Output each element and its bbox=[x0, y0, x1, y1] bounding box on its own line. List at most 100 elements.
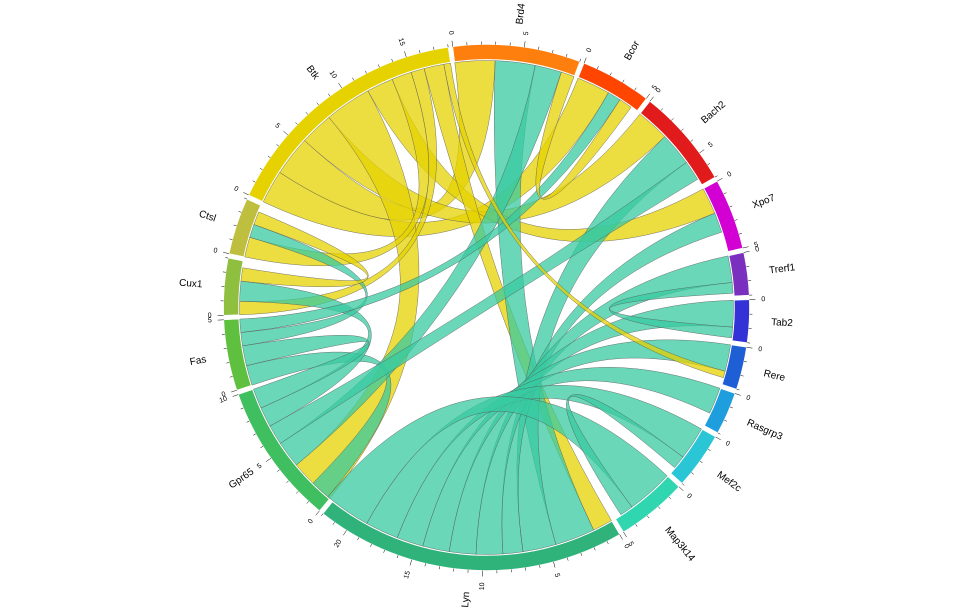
tick-mark bbox=[566, 54, 567, 57]
tick-mark bbox=[620, 534, 623, 539]
tick-mark bbox=[328, 94, 330, 96]
tick-mark bbox=[708, 449, 711, 451]
tick-mark bbox=[635, 88, 637, 90]
tick-mark bbox=[343, 530, 346, 535]
tick-mark bbox=[744, 251, 750, 252]
arc-label-Rasgrp3: Rasgrp3 bbox=[745, 417, 784, 442]
tick-mark bbox=[671, 118, 673, 120]
tick-mark bbox=[623, 80, 625, 83]
tick-mark bbox=[647, 516, 649, 518]
tick-mark bbox=[580, 59, 581, 62]
arc-label-Xpo7: Xpo7 bbox=[751, 192, 777, 211]
tick-mark bbox=[746, 347, 752, 348]
tick-mark bbox=[584, 58, 586, 64]
tick-mark bbox=[253, 181, 256, 182]
tick-label: 0 bbox=[622, 543, 630, 550]
arc-label-Bcor: Bcor bbox=[623, 39, 643, 63]
tick-mark bbox=[321, 514, 323, 516]
tick-mark bbox=[540, 565, 541, 568]
tick-mark bbox=[230, 376, 233, 377]
arc-Tab2 bbox=[732, 300, 749, 343]
tick-label: 5 bbox=[523, 31, 531, 36]
arc-label-Ctsl: Ctsl bbox=[197, 209, 217, 225]
tick-label: 0 bbox=[745, 394, 751, 402]
tick-mark bbox=[452, 41, 453, 47]
tick-mark bbox=[567, 558, 568, 561]
tick-label: 0 bbox=[221, 391, 227, 399]
tick-label: 5 bbox=[273, 122, 281, 130]
tick-mark bbox=[646, 94, 650, 99]
arc-label-Fas: Fas bbox=[189, 354, 207, 368]
chord-diagram: 0510150505050500000050510152005100500Btk… bbox=[0, 0, 973, 615]
tick-mark bbox=[223, 252, 229, 253]
tick-mark bbox=[404, 51, 406, 57]
tick-label: 20 bbox=[333, 539, 343, 549]
tick-label: 0 bbox=[724, 440, 731, 448]
tick-mark bbox=[378, 65, 379, 68]
tick-label: 5 bbox=[707, 141, 714, 149]
arc-label-Trerf1: Trerf1 bbox=[768, 262, 796, 276]
tick-mark bbox=[597, 66, 598, 69]
tick-mark bbox=[718, 433, 721, 434]
tick-mark bbox=[306, 112, 308, 114]
tick-mark bbox=[384, 550, 385, 553]
tick-label: 15 bbox=[397, 37, 406, 47]
tick-mark bbox=[691, 472, 693, 474]
tick-mark bbox=[700, 461, 702, 463]
tick-mark bbox=[357, 537, 358, 540]
tick-mark bbox=[699, 150, 704, 154]
tick-label: 10 bbox=[479, 582, 486, 590]
tick-mark bbox=[707, 163, 710, 165]
tick-mark bbox=[296, 491, 298, 493]
tick-mark bbox=[717, 178, 722, 181]
tick-label: 5 bbox=[553, 573, 561, 579]
arc-label-Lyn: Lyn bbox=[460, 591, 472, 607]
tick-mark bbox=[253, 434, 256, 435]
tick-mark bbox=[661, 108, 663, 110]
tick-mark bbox=[352, 78, 354, 81]
tick-mark bbox=[538, 47, 539, 50]
arc-label-Cux1: Cux1 bbox=[179, 278, 204, 291]
tick-mark bbox=[735, 393, 741, 395]
tick-mark bbox=[744, 361, 747, 362]
tick-mark bbox=[682, 483, 684, 485]
tick-mark bbox=[741, 375, 744, 376]
tick-mark bbox=[650, 97, 654, 102]
tick-mark bbox=[307, 501, 309, 503]
arc-label-Btk: Btk bbox=[304, 64, 322, 83]
tick-mark bbox=[261, 446, 264, 448]
tick-mark bbox=[737, 389, 740, 390]
tick-mark bbox=[286, 481, 288, 483]
tick-mark bbox=[266, 458, 271, 461]
tick-mark bbox=[397, 555, 398, 558]
tick-mark bbox=[225, 258, 228, 259]
tick-mark bbox=[234, 225, 237, 226]
tick-mark bbox=[691, 140, 693, 142]
tick-mark bbox=[636, 524, 638, 526]
tick-mark bbox=[244, 198, 247, 199]
tick-mark bbox=[554, 562, 556, 568]
tick-mark bbox=[268, 156, 270, 158]
tick-mark bbox=[735, 219, 738, 220]
tick-mark bbox=[658, 507, 660, 509]
tick-mark bbox=[276, 144, 278, 146]
tick-mark bbox=[681, 129, 683, 131]
tick-mark bbox=[283, 131, 288, 135]
arc-label-Brd4: Brd4 bbox=[514, 2, 527, 25]
tick-mark bbox=[233, 395, 239, 397]
tick-mark bbox=[392, 59, 393, 62]
tick-mark bbox=[743, 247, 749, 248]
tick-label: 0 bbox=[233, 185, 240, 193]
arc-label-Bach2: Bach2 bbox=[699, 99, 728, 126]
tick-mark bbox=[715, 176, 718, 177]
tick-mark bbox=[594, 547, 595, 550]
ribbons-layer bbox=[240, 61, 734, 555]
tick-mark bbox=[433, 47, 434, 50]
tick-mark bbox=[581, 553, 582, 556]
tick-mark bbox=[317, 103, 319, 105]
tick-label: 0 bbox=[208, 312, 212, 319]
tick-mark bbox=[724, 420, 727, 421]
arc-label-Rere: Rere bbox=[762, 368, 786, 384]
tick-label: 0 bbox=[758, 346, 763, 354]
tick-mark bbox=[243, 192, 248, 195]
